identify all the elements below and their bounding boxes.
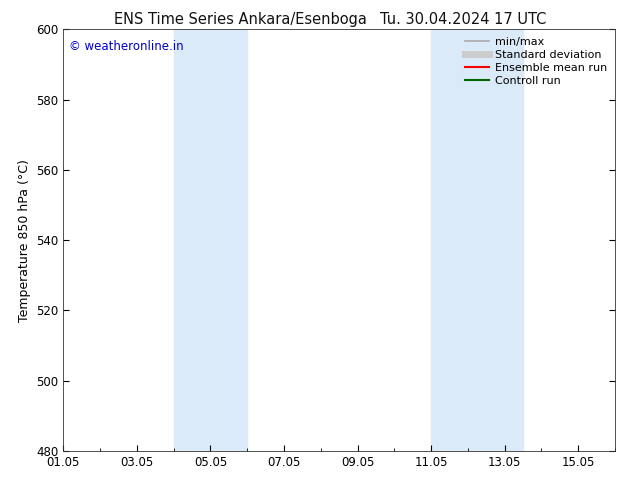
Bar (174, 29, 247, 451)
Text: ENS Time Series Ankara/Esenboga: ENS Time Series Ankara/Esenboga (115, 12, 367, 27)
Y-axis label: Temperature 850 hPa (°C): Temperature 850 hPa (°C) (18, 159, 30, 321)
Bar (431, 29, 523, 451)
Legend: min/max, Standard deviation, Ensemble mean run, Controll run: min/max, Standard deviation, Ensemble me… (463, 35, 609, 88)
Text: Tu. 30.04.2024 17 UTC: Tu. 30.04.2024 17 UTC (380, 12, 546, 27)
Text: © weatheronline.in: © weatheronline.in (69, 40, 183, 53)
